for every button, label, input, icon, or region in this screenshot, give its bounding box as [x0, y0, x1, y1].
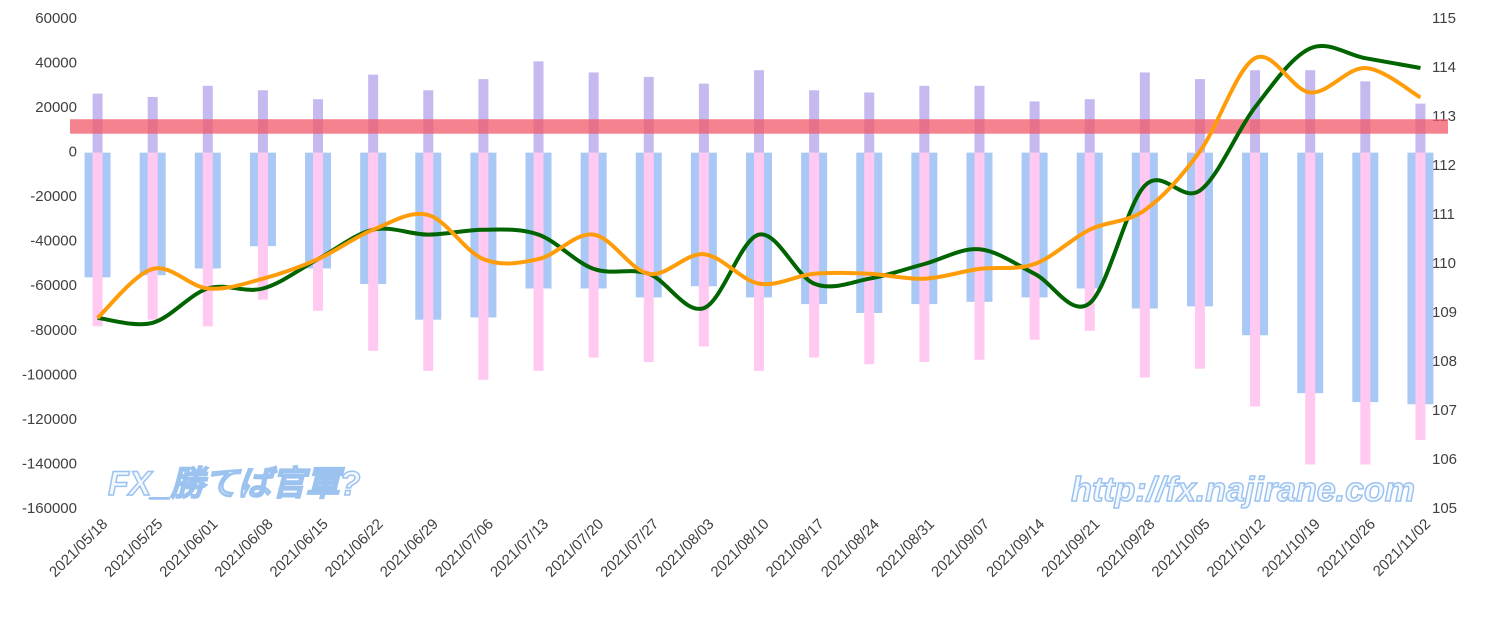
bar [92, 152, 103, 327]
x-tick-label: 2021/06/29 [377, 516, 442, 581]
bar [1139, 152, 1150, 378]
y-tick-label: -60000 [30, 277, 77, 294]
y-tick-label: 60000 [35, 10, 77, 27]
bar [864, 152, 875, 365]
x-tick-label: 2021/09/21 [1038, 516, 1103, 581]
bar [698, 83, 709, 153]
x-tick-label: 2021/06/22 [322, 516, 387, 581]
y-tick-label: 20000 [35, 99, 77, 116]
x-tick-label: 2021/06/01 [156, 516, 221, 581]
y2-tick-label: 111 [1432, 206, 1455, 223]
x-tick-label: 2021/09/28 [1093, 516, 1158, 581]
bar [588, 72, 599, 153]
x-tick-label: 2021/11/02 [1370, 516, 1434, 580]
bar [202, 152, 213, 327]
bar [809, 152, 820, 358]
bar [1029, 152, 1040, 340]
y-tick-label: -80000 [30, 322, 77, 339]
bar [533, 152, 544, 371]
y2-tick-label: 108 [1432, 353, 1457, 370]
bar [368, 152, 379, 351]
bar [754, 152, 764, 371]
watermark: http://fx.najirane.com [1071, 471, 1415, 509]
x-tick-label: 2021/05/18 [46, 516, 111, 581]
bar [147, 152, 158, 320]
bar [368, 74, 379, 153]
bar [919, 152, 930, 362]
bar [1084, 152, 1095, 331]
x-tick-label: 2021/08/10 [708, 516, 773, 581]
x-tick-label: 2021/10/26 [1314, 516, 1379, 581]
x-tick-label: 2021/10/19 [1259, 516, 1324, 581]
y-tick-label: -20000 [30, 188, 77, 205]
bar [1305, 70, 1316, 153]
x-tick-label: 2021/08/03 [652, 516, 717, 581]
bar [423, 152, 434, 371]
x-tick-label: 2021/07/06 [432, 516, 497, 581]
x-tick-label: 2021/08/24 [818, 516, 883, 581]
bar [1139, 72, 1150, 153]
bar [478, 79, 489, 153]
bar [1360, 81, 1371, 153]
x-tick-label: 2021/10/05 [1148, 516, 1213, 581]
y-tick-label: 40000 [35, 55, 77, 72]
bar [754, 70, 764, 153]
y-tick-label: 0 [69, 144, 77, 161]
bar [1360, 152, 1371, 465]
bar [588, 152, 599, 358]
x-tick-label: 2021/10/12 [1204, 516, 1269, 581]
bar [974, 152, 985, 360]
y-tick-label: -120000 [22, 411, 77, 428]
y2-tick-label: 107 [1432, 402, 1457, 419]
x-tick-label: 2021/08/17 [763, 516, 828, 581]
y2-tick-label: 110 [1432, 255, 1456, 272]
bar [1415, 152, 1426, 440]
bar [313, 152, 324, 311]
bar [1194, 152, 1205, 369]
bar [643, 152, 654, 362]
y2-tick-label: 105 [1432, 500, 1457, 517]
y2-tick-label: 115 [1432, 10, 1456, 27]
x-tick-label: 2021/06/15 [267, 516, 332, 581]
x-tick-label: 2021/06/08 [211, 516, 276, 581]
bar [533, 61, 544, 153]
y2-tick-label: 114 [1432, 59, 1456, 76]
y-tick-label: -140000 [22, 455, 77, 472]
bar [1305, 152, 1316, 465]
bar [643, 76, 654, 153]
x-tick-label: 2021/07/20 [542, 516, 607, 581]
bar [478, 152, 489, 380]
bar [698, 152, 709, 347]
x-tick-label: 2021/07/13 [487, 516, 552, 581]
bar [1250, 152, 1261, 407]
bar [1194, 79, 1205, 153]
bar [1250, 70, 1261, 153]
x-tick-label: 2021/08/31 [873, 516, 938, 581]
watermark: FX_勝てば官軍? [108, 465, 361, 503]
y-tick-label: -40000 [30, 233, 77, 250]
x-tick-label: 2021/09/14 [983, 516, 1048, 581]
x-tick-label: 2021/07/27 [597, 516, 662, 581]
y2-tick-label: 112 [1432, 157, 1456, 174]
reference-band [70, 119, 1448, 134]
y2-tick-label: 106 [1432, 451, 1457, 468]
y-tick-label: -160000 [22, 500, 77, 517]
x-tick-label: 2021/05/25 [101, 516, 166, 581]
y-tick-label: -100000 [22, 366, 77, 383]
x-tick-label: 2021/09/07 [928, 516, 993, 581]
bar [257, 152, 268, 300]
y2-tick-label: 109 [1432, 304, 1457, 321]
line [96, 54, 1422, 320]
